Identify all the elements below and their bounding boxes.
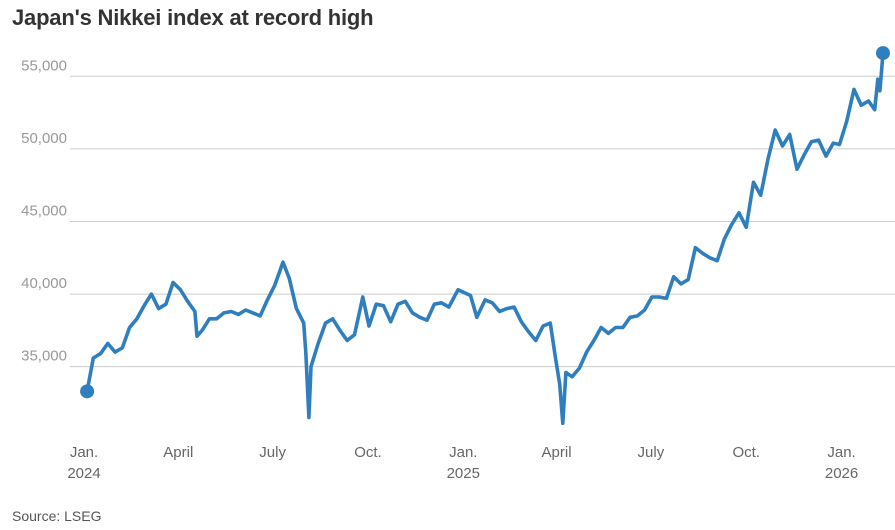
- x-tick-label: July: [638, 444, 665, 461]
- x-tick-label: Jan.: [70, 444, 98, 461]
- x-tick-label: Oct.: [354, 444, 382, 461]
- y-tick-label: 40,000: [21, 275, 67, 292]
- x-tick-label: Oct.: [732, 444, 760, 461]
- x-tick-year-label: 2025: [447, 465, 480, 482]
- x-tick-year-label: 2026: [825, 465, 858, 482]
- x-tick-label: Jan.: [449, 444, 477, 461]
- x-tick-label: April: [542, 444, 572, 461]
- y-tick-label: 35,000: [21, 348, 67, 365]
- y-axis-ticks: 35,000 40,000 45,000 50,000 55,000: [21, 57, 67, 364]
- series-line: [85, 51, 885, 426]
- y-tick-label: 50,000: [21, 130, 67, 147]
- endpoint-marker: [876, 46, 890, 61]
- source-note: Source: LSEG: [12, 508, 102, 524]
- x-axis-ticks: Jan. 2024 April July Oct. Jan. 2025 April July Oc…: [67, 444, 858, 482]
- series-layer: [80, 46, 890, 426]
- chart-title: Japan's Nikkei index at record high: [12, 5, 374, 30]
- grid-lines: [70, 75, 895, 368]
- x-tick-year-label: 2024: [67, 465, 100, 482]
- x-tick-label: Jan.: [827, 444, 855, 461]
- y-tick-label: 45,000: [21, 202, 67, 219]
- endpoint-marker: [80, 384, 95, 399]
- x-tick-label: July: [259, 444, 286, 461]
- y-tick-label: 55,000: [21, 57, 67, 74]
- x-tick-label: April: [163, 444, 193, 461]
